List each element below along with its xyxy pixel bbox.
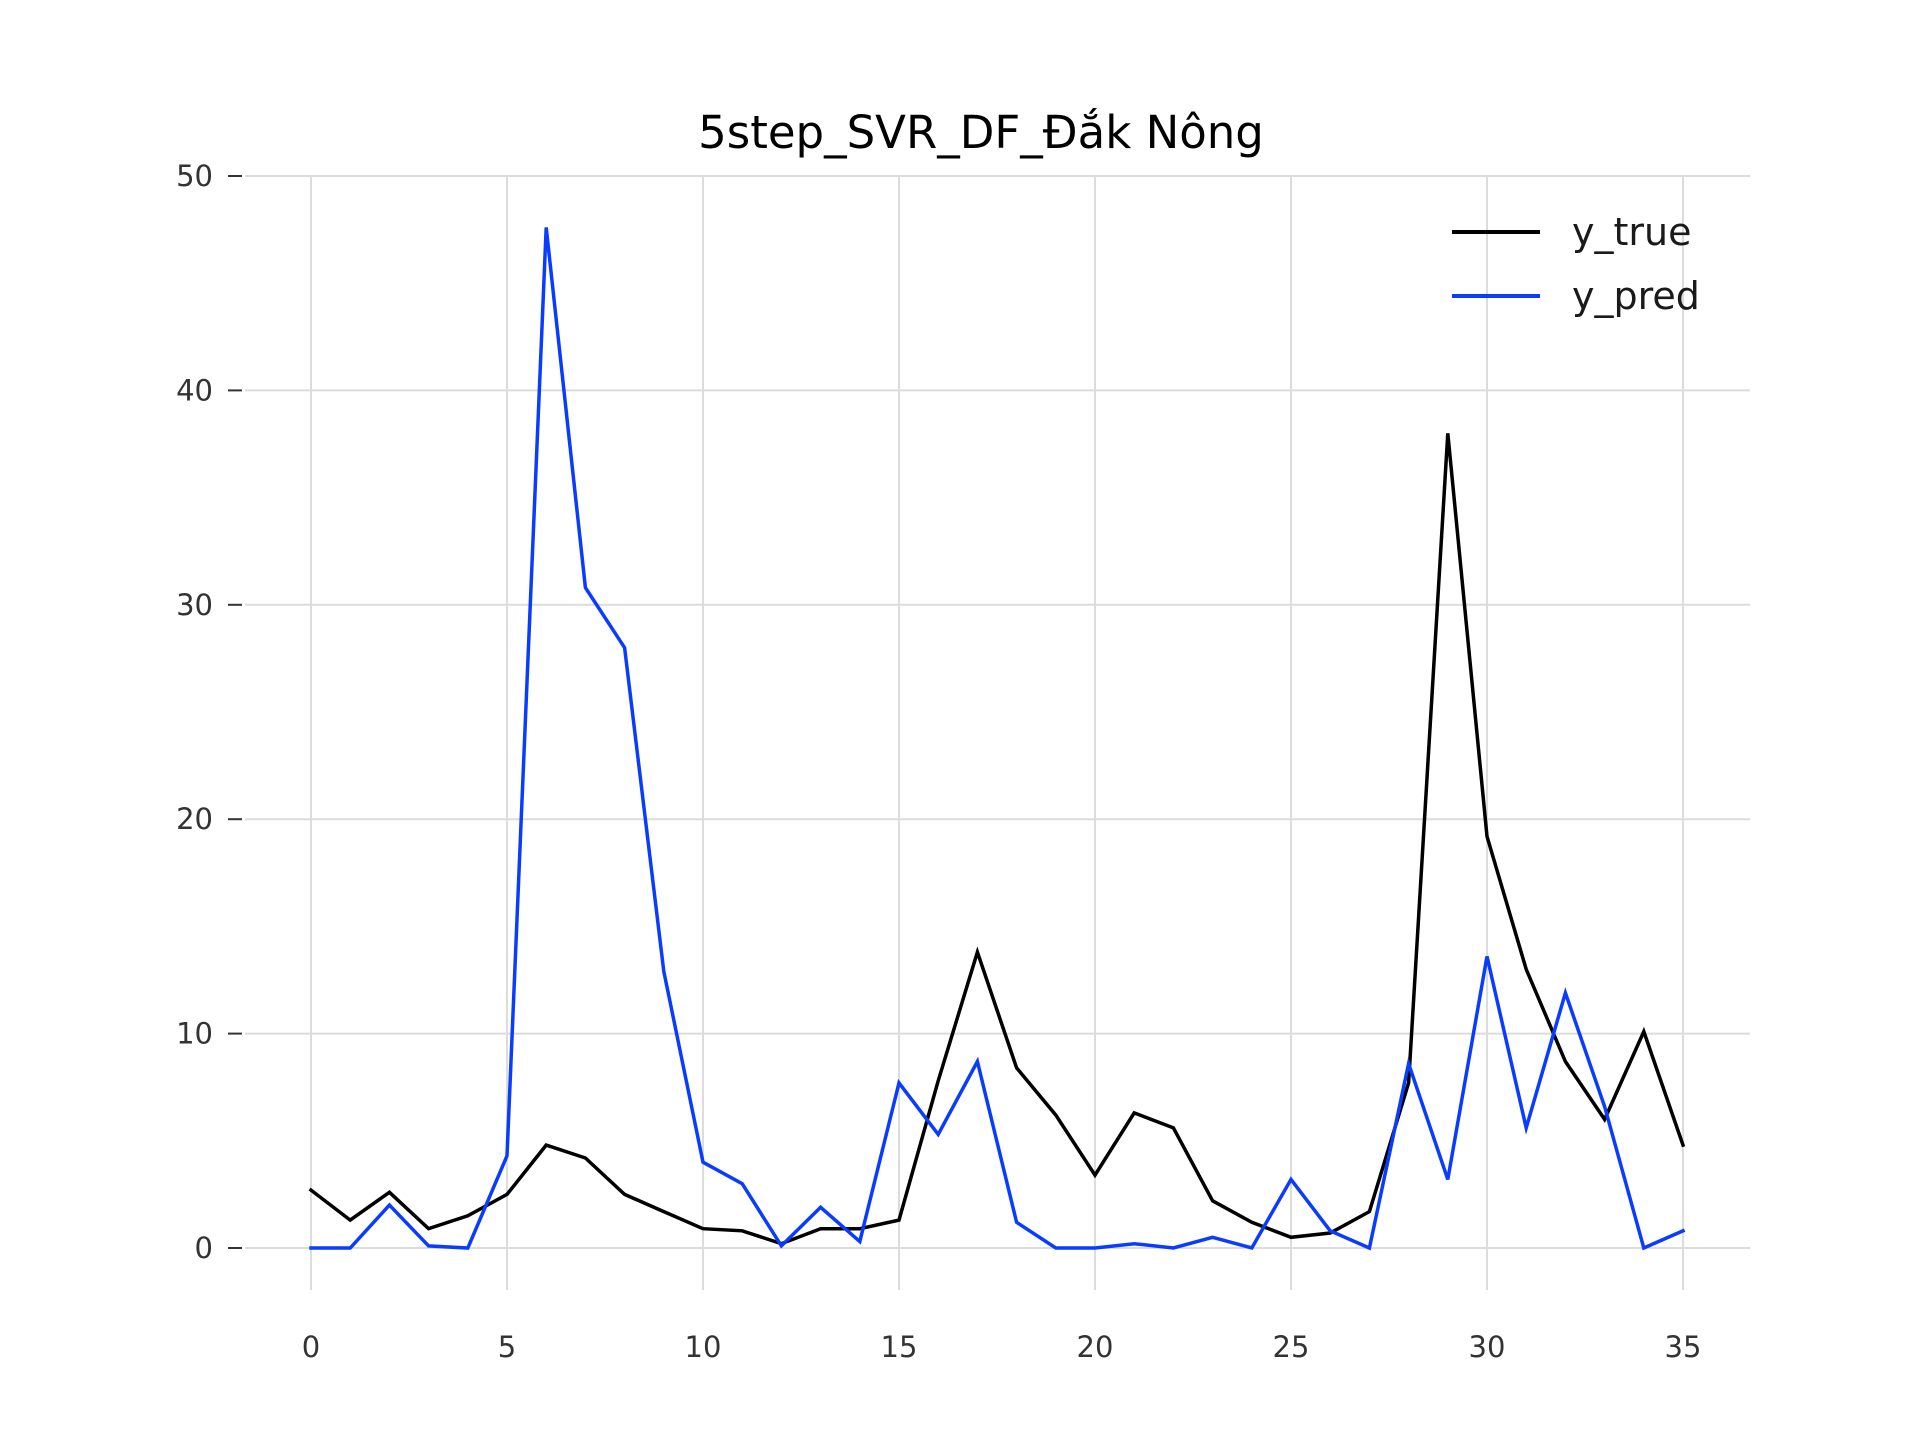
x-tick-label: 10 [685, 1330, 722, 1364]
series-line-y-pred [309, 227, 1686, 1251]
y-tick-label: 50 [176, 159, 213, 193]
x-tick-label: 30 [1469, 1330, 1506, 1364]
gridlines [245, 175, 1750, 1290]
y-tick-label: 40 [176, 373, 213, 407]
x-tick-label: 15 [881, 1330, 918, 1364]
series-lines [308, 227, 1686, 1251]
y-tick-label: 30 [176, 588, 213, 622]
legend: y_true y_pred [1452, 210, 1700, 318]
y-tick-label: 0 [195, 1231, 213, 1265]
legend-label-y-true: y_true [1572, 210, 1691, 254]
legend-label-y-pred: y_pred [1572, 274, 1700, 318]
x-tick-label: 20 [1077, 1330, 1114, 1364]
y-tick-label: 20 [176, 802, 213, 836]
chart-title: 5step_SVR_DF_Đắk Nông [698, 106, 1264, 159]
y-tick-label: 10 [176, 1017, 213, 1051]
x-tick-label: 0 [302, 1330, 320, 1364]
axes: 0 5 10 15 20 25 30 35 0 10 20 30 40 50 [176, 159, 1701, 1364]
series-line-y-true [308, 433, 1686, 1246]
x-tick-label: 35 [1665, 1330, 1702, 1364]
x-tick-label: 25 [1273, 1330, 1310, 1364]
x-tick-label: 5 [498, 1330, 516, 1364]
